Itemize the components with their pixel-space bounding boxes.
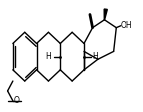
Text: H: H (45, 52, 51, 60)
Text: OH: OH (121, 21, 133, 30)
Polygon shape (104, 9, 107, 20)
Text: H: H (92, 52, 98, 60)
Text: O: O (14, 96, 20, 105)
